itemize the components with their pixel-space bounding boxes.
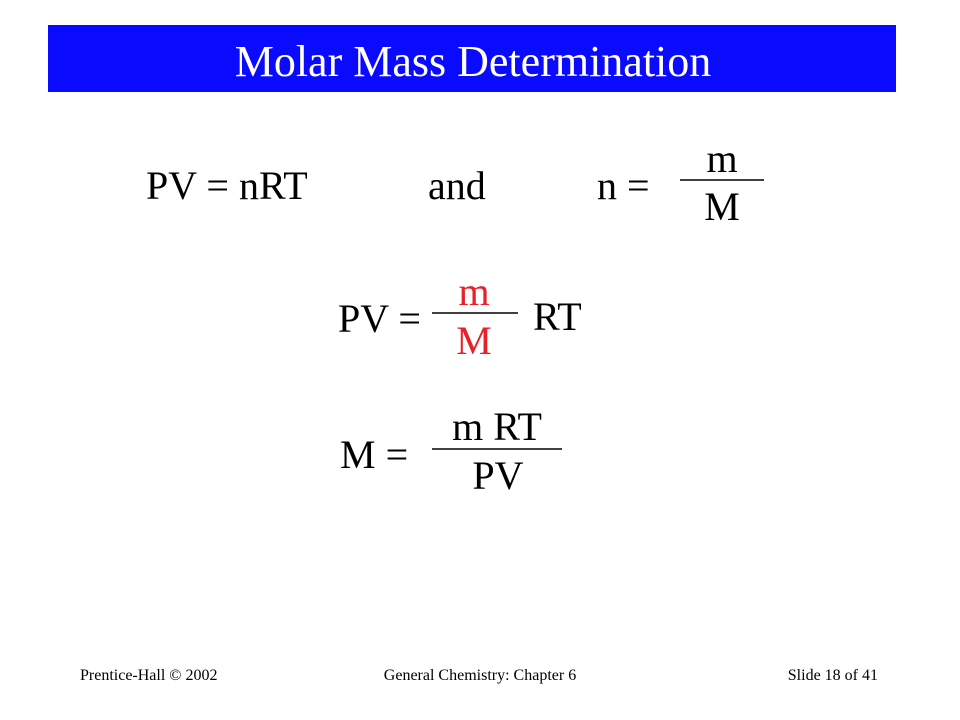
footer-center: General Chemistry: Chapter 6: [384, 667, 576, 684]
footer-left: Prentice-Hall © 2002: [80, 667, 217, 684]
numerator: m: [458, 269, 489, 314]
equation-lhs: M =: [340, 432, 408, 477]
equation-lhs: n =: [597, 163, 650, 208]
equation-text: PV = nRT: [146, 163, 308, 208]
numerator: m RT: [452, 404, 542, 449]
title: Molar Mass Determination: [235, 37, 712, 86]
title-bar: [48, 25, 896, 92]
denominator: M: [456, 318, 492, 363]
numerator: m: [706, 136, 737, 181]
connector-text: and: [428, 163, 486, 208]
footer-right: Slide 18 of 41: [788, 667, 878, 684]
denominator: M: [704, 184, 740, 229]
denominator: PV: [472, 453, 523, 498]
equation-rhs: RT: [533, 294, 582, 339]
equation-lhs: PV =: [338, 296, 421, 341]
